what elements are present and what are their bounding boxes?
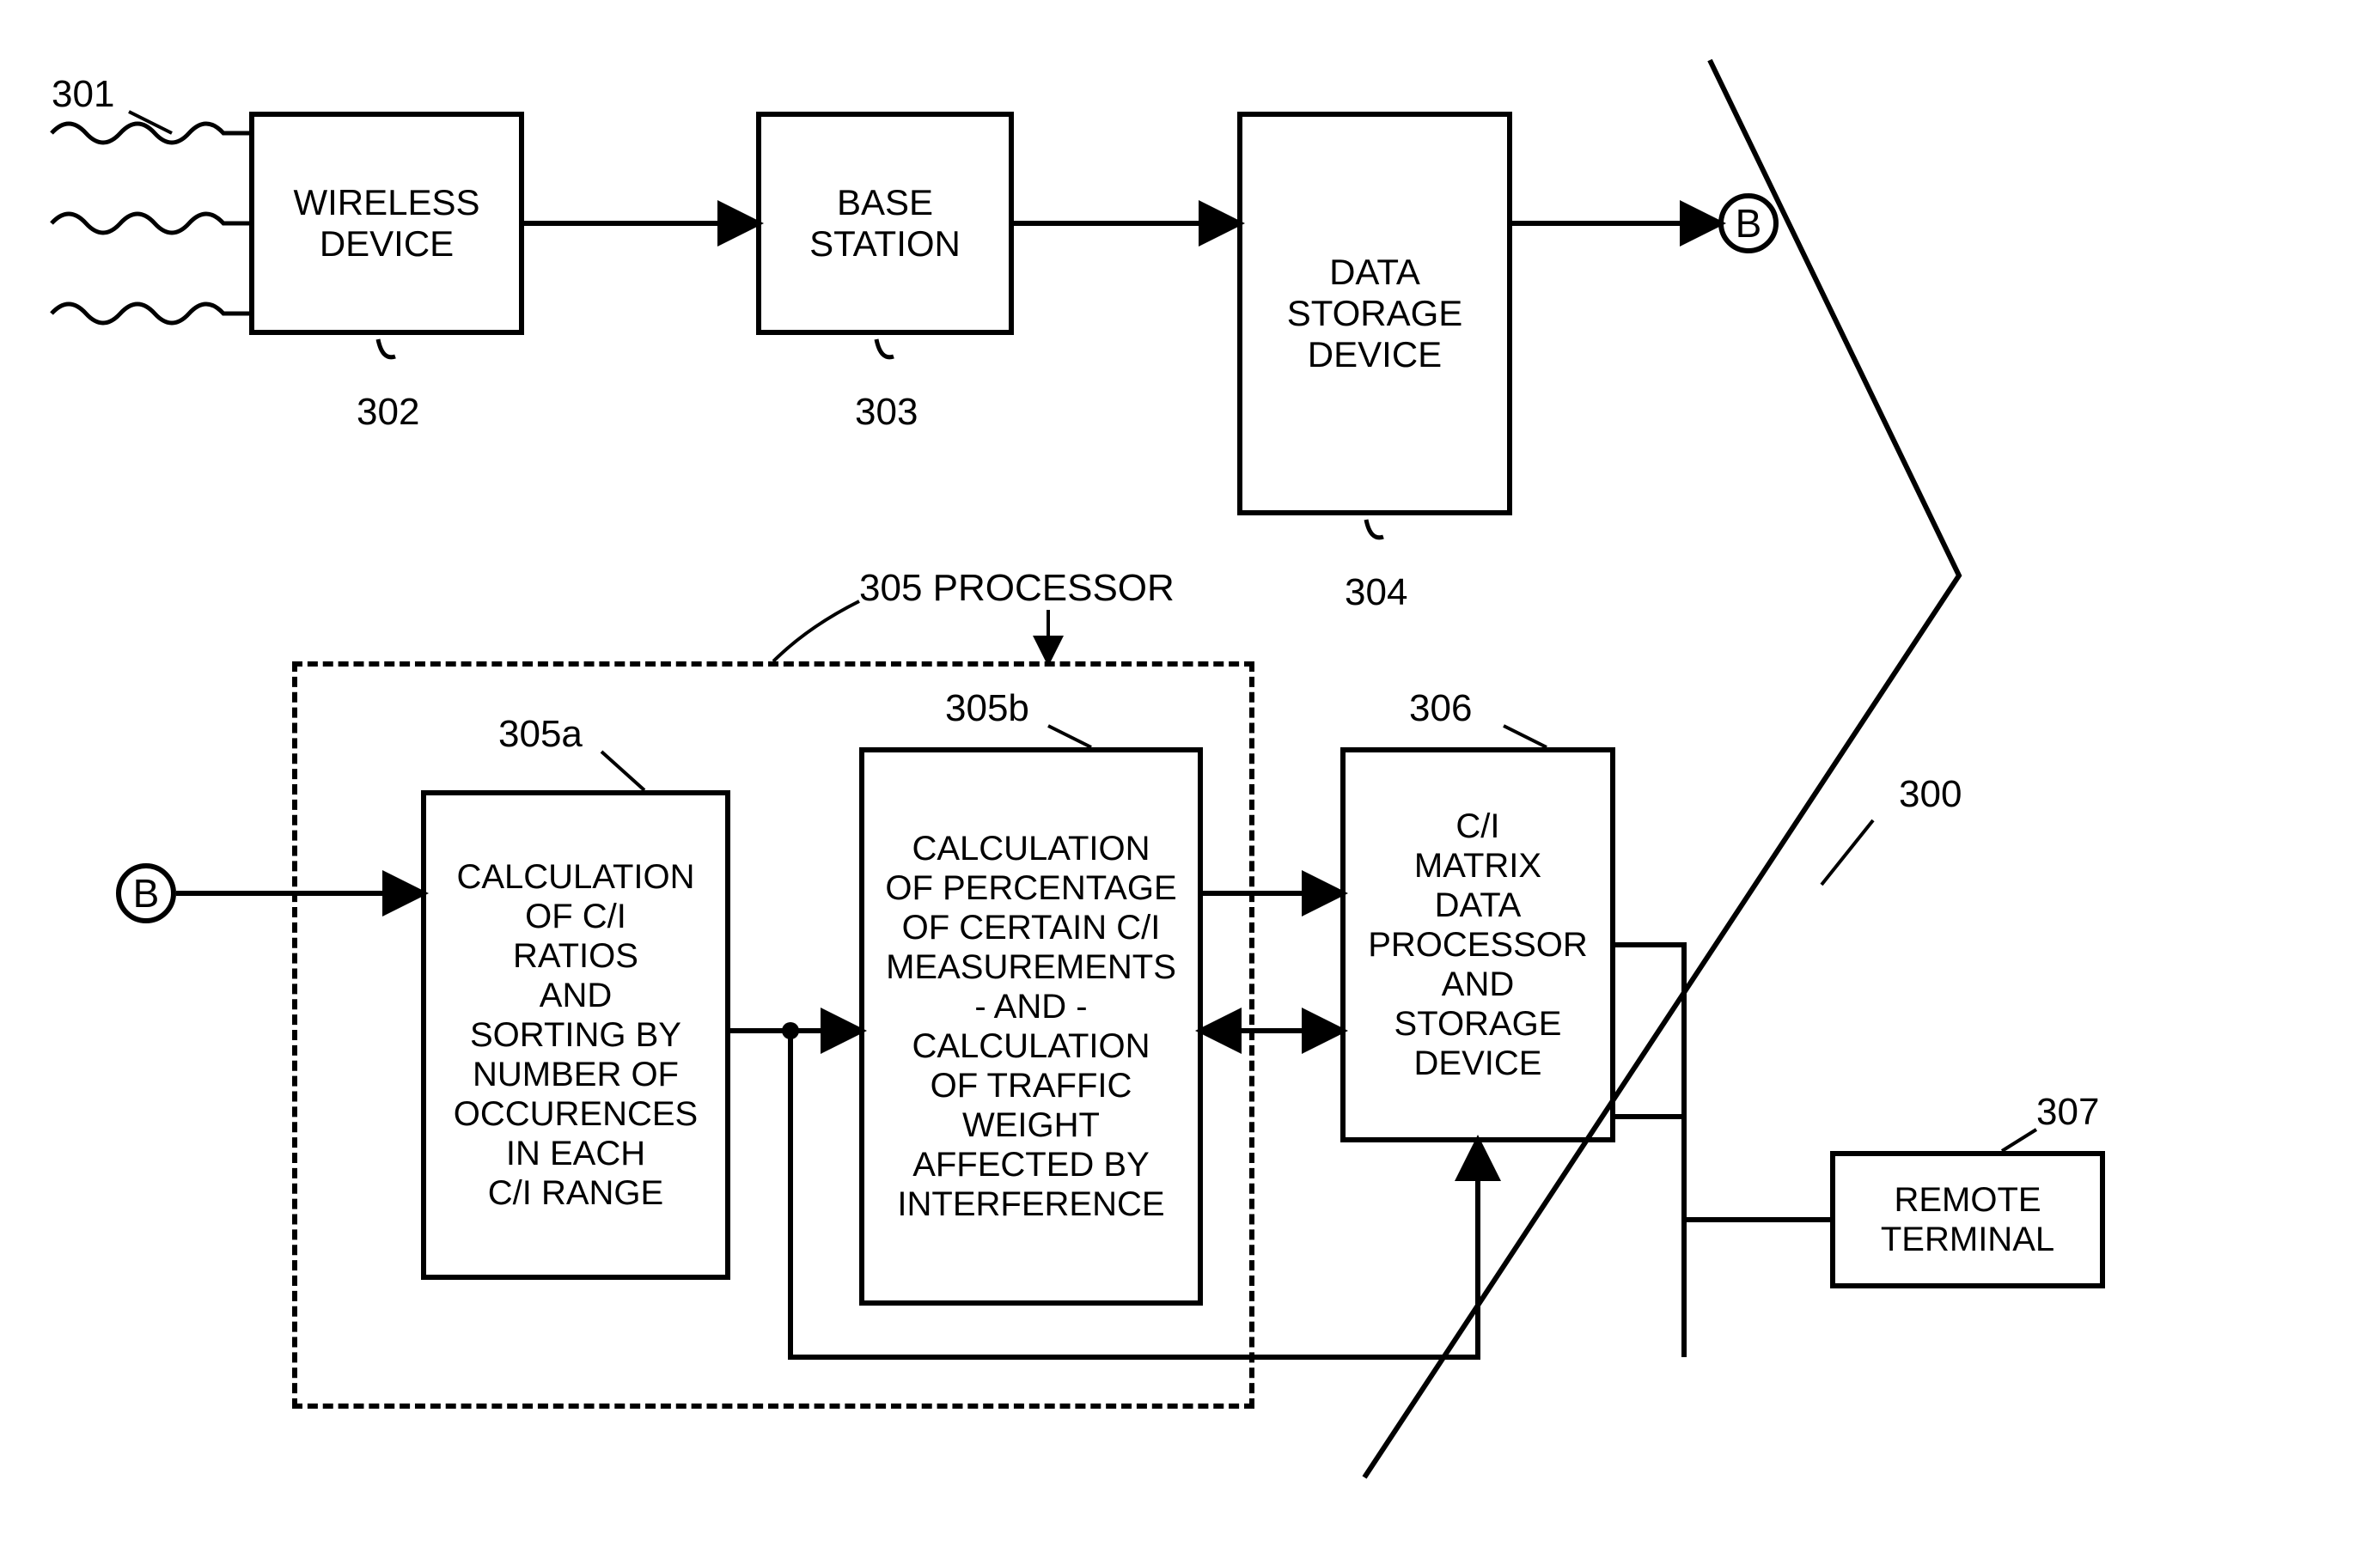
- wireless-device-box: WIRELESSDEVICE: [249, 112, 524, 335]
- tail-302: [378, 339, 395, 357]
- ref-307: 307: [2036, 1091, 2099, 1134]
- data-storage-text: DATASTORAGEDEVICE: [1287, 252, 1463, 376]
- connector-b-top-label: B: [1736, 200, 1762, 247]
- leader-305-curve: [773, 601, 859, 661]
- line-306-down: [1615, 945, 1684, 1357]
- connector-b-top: B: [1718, 193, 1779, 253]
- tail-304: [1366, 520, 1383, 538]
- leader-306: [1504, 726, 1547, 747]
- signal-wave-3: [52, 304, 249, 323]
- signal-wave-2: [52, 214, 249, 233]
- data-storage-box: DATASTORAGEDEVICE: [1237, 112, 1512, 515]
- connector-b-left-label: B: [133, 870, 160, 916]
- connector-b-left: B: [116, 863, 176, 923]
- ref-305a: 305a: [498, 713, 583, 756]
- leader-301: [129, 112, 172, 133]
- calc-305b-text: CALCULATIONOF PERCENTAGEOF CERTAIN C/IME…: [885, 829, 1176, 1224]
- base-station-box: BASESTATION: [756, 112, 1014, 335]
- ci-matrix-box: C/IMATRIXDATAPROCESSORANDSTORAGEDEVICE: [1340, 747, 1615, 1142]
- calc-305a-box: CALCULATIONOF C/IRATIOSANDSORTING BYNUMB…: [421, 790, 730, 1280]
- calc-305a-text: CALCULATIONOF C/IRATIOSANDSORTING BYNUMB…: [454, 857, 698, 1213]
- ref-302: 302: [357, 391, 419, 434]
- base-station-text: BASESTATION: [809, 182, 961, 265]
- signal-wave-1: [52, 124, 249, 143]
- ref-305: 305 PROCESSOR: [859, 567, 1175, 610]
- ref-301: 301: [52, 73, 114, 116]
- remote-terminal-box: REMOTETERMINAL: [1830, 1151, 2105, 1288]
- ref-306: 306: [1409, 687, 1472, 730]
- tail-303: [876, 339, 894, 357]
- leader-300: [1822, 820, 1873, 885]
- leader-307: [2002, 1130, 2036, 1151]
- ref-303: 303: [855, 391, 918, 434]
- ref-305b: 305b: [945, 687, 1029, 730]
- ref-304: 304: [1345, 571, 1407, 614]
- ci-matrix-text: C/IMATRIXDATAPROCESSORANDSTORAGEDEVICE: [1368, 807, 1588, 1083]
- line-306-remote: [1615, 1117, 1830, 1220]
- ref-300: 300: [1899, 773, 1962, 816]
- remote-terminal-text: REMOTETERMINAL: [1881, 1180, 2054, 1259]
- calc-305b-box: CALCULATIONOF PERCENTAGEOF CERTAIN C/IME…: [859, 747, 1203, 1306]
- wireless-device-text: WIRELESSDEVICE: [293, 182, 479, 265]
